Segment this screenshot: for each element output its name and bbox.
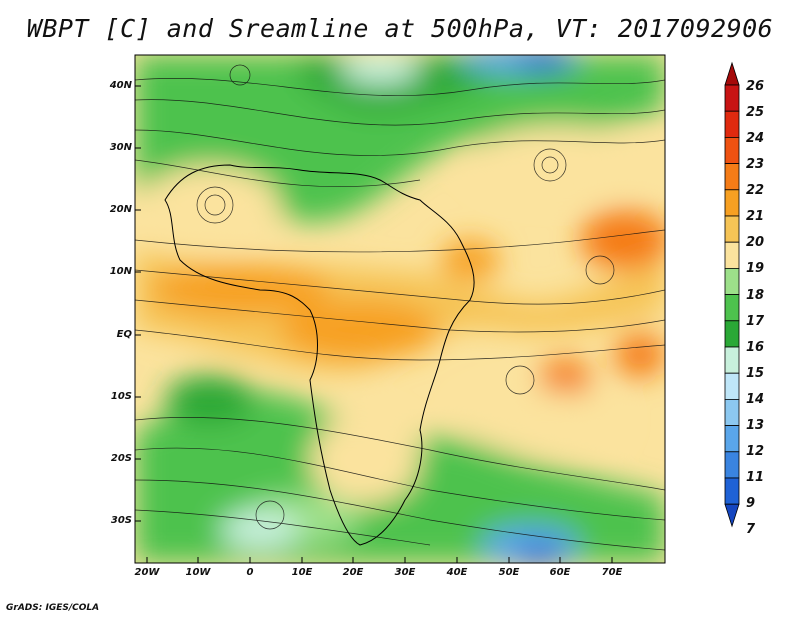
- colorbar-label: 19: [746, 261, 765, 276]
- lat-label: 20S: [110, 453, 132, 464]
- colorbar-segment: [724, 425, 740, 453]
- colorbar-label: 15: [746, 366, 765, 381]
- colorbar-label: 26: [746, 79, 765, 94]
- colorbar-segment: [724, 372, 740, 400]
- colorbar-label: 25: [746, 105, 765, 120]
- colorbar-segment: [724, 477, 740, 505]
- colorbar-label: 7: [746, 522, 756, 537]
- colorbar-label: 22: [746, 183, 765, 198]
- colorbar-segment: [724, 163, 740, 191]
- colorbar-segment: [724, 110, 740, 138]
- chart-title: WBPT [C] and Sreamline at 500hPa, VT: 20…: [26, 14, 774, 43]
- colorbar-segment: [724, 84, 740, 112]
- lon-label: 70E: [601, 567, 623, 578]
- lat-label: 30S: [110, 515, 132, 526]
- lon-label: 30E: [394, 567, 416, 578]
- colorbar-segment: [724, 320, 740, 348]
- colorbar-label: 20: [746, 235, 765, 250]
- credit-text: GrADS: IGES/COLA: [6, 603, 100, 613]
- lon-label: 60E: [549, 567, 571, 578]
- colorbar-segment: [724, 241, 740, 269]
- lon-label: 40E: [446, 567, 468, 578]
- lat-label: 30N: [109, 142, 132, 153]
- map-ticks: [135, 85, 613, 563]
- colorbar-label: 23: [746, 157, 765, 172]
- lat-label: 10N: [109, 266, 132, 277]
- lon-label: 10W: [185, 567, 211, 578]
- lon-label: 20E: [342, 567, 364, 578]
- lon-label: 0: [246, 567, 254, 578]
- colorbar-label: 21: [746, 209, 765, 224]
- colorbar: [724, 61, 740, 528]
- colorbar-segment: [724, 189, 740, 217]
- colorbar-segment: [724, 398, 740, 426]
- colorbar-segment: [724, 451, 740, 479]
- colorbar-label: 9: [746, 496, 756, 511]
- africa-coastline: [164, 164, 475, 546]
- lon-label: 50E: [498, 567, 520, 578]
- colorbar-segment: [724, 294, 740, 322]
- lon-label: 10E: [291, 567, 313, 578]
- lat-label: 40N: [109, 80, 132, 91]
- colorbar-label: 16: [746, 340, 765, 355]
- colorbar-segment: [724, 346, 740, 374]
- colorbar-segment: [724, 267, 740, 295]
- colorbar-label: 17: [746, 314, 765, 329]
- streamlines: [135, 64, 665, 551]
- colorbar-label: 12: [746, 444, 765, 459]
- lon-label: 20W: [134, 567, 160, 578]
- colorbar-label: 11: [746, 470, 765, 485]
- wbpt-shading: [135, 55, 665, 563]
- colorbar-segment: [724, 136, 740, 164]
- colorbar-arrow-bottom: [724, 503, 740, 528]
- map-border: [134, 54, 666, 564]
- colorbar-label: 13: [746, 418, 765, 433]
- colorbar-arrow-top: [724, 61, 740, 86]
- colorbar-label: 18: [746, 288, 765, 303]
- lat-label: 10S: [110, 391, 132, 402]
- colorbar-label: 24: [746, 131, 765, 146]
- colorbar-label: 14: [746, 392, 765, 407]
- lat-label: 20N: [109, 204, 132, 215]
- lat-label: EQ: [116, 329, 132, 340]
- colorbar-segment: [724, 215, 740, 243]
